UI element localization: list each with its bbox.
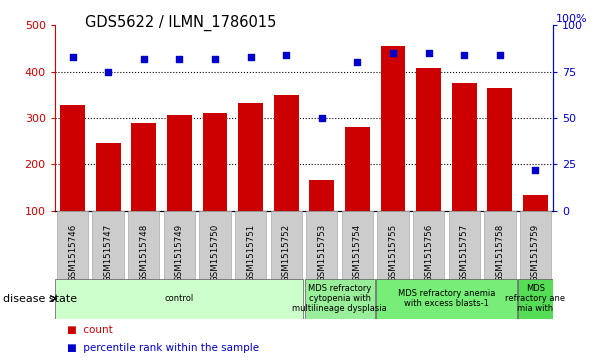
Point xyxy=(103,69,113,75)
FancyBboxPatch shape xyxy=(378,211,409,296)
FancyBboxPatch shape xyxy=(235,211,266,296)
Text: GSM1515746: GSM1515746 xyxy=(68,224,77,282)
Point xyxy=(317,115,326,121)
Bar xyxy=(202,113,227,211)
Point xyxy=(388,50,398,56)
Text: GSM1515755: GSM1515755 xyxy=(389,224,398,282)
Bar xyxy=(523,195,548,211)
Bar xyxy=(274,95,299,211)
Bar xyxy=(309,180,334,211)
Text: 100%: 100% xyxy=(556,13,588,24)
FancyBboxPatch shape xyxy=(449,211,480,296)
FancyBboxPatch shape xyxy=(306,211,337,296)
Bar xyxy=(345,127,370,211)
Bar xyxy=(167,115,192,211)
Text: GSM1515752: GSM1515752 xyxy=(282,224,291,282)
Bar xyxy=(238,103,263,211)
FancyBboxPatch shape xyxy=(413,211,444,296)
FancyBboxPatch shape xyxy=(57,211,88,296)
Text: MDS
refractory ane
mia with: MDS refractory ane mia with xyxy=(505,284,565,314)
Text: GSM1515750: GSM1515750 xyxy=(210,224,219,282)
Text: GSM1515758: GSM1515758 xyxy=(496,224,505,282)
Text: MDS refractory
cytopenia with
multilineage dysplasia: MDS refractory cytopenia with multilinea… xyxy=(292,284,387,314)
Text: GSM1515759: GSM1515759 xyxy=(531,224,540,282)
Point xyxy=(210,56,220,62)
FancyBboxPatch shape xyxy=(484,211,516,296)
Point xyxy=(460,52,469,58)
Text: GSM1515751: GSM1515751 xyxy=(246,224,255,282)
FancyBboxPatch shape xyxy=(55,278,303,319)
FancyBboxPatch shape xyxy=(271,211,302,296)
Point xyxy=(531,167,541,173)
Text: control: control xyxy=(165,294,194,303)
Point xyxy=(67,54,77,60)
FancyBboxPatch shape xyxy=(199,211,230,296)
Point xyxy=(353,60,362,65)
FancyBboxPatch shape xyxy=(164,211,195,296)
Text: GSM1515756: GSM1515756 xyxy=(424,224,433,282)
Point xyxy=(424,50,434,56)
FancyBboxPatch shape xyxy=(519,278,553,319)
Text: MDS refractory anemia
with excess blasts-1: MDS refractory anemia with excess blasts… xyxy=(398,289,495,308)
Text: ■  count: ■ count xyxy=(67,325,112,335)
FancyBboxPatch shape xyxy=(342,211,373,296)
Point xyxy=(282,52,291,58)
Text: GSM1515757: GSM1515757 xyxy=(460,224,469,282)
Text: GSM1515749: GSM1515749 xyxy=(175,224,184,282)
Text: disease state: disease state xyxy=(3,294,77,303)
Text: GSM1515747: GSM1515747 xyxy=(103,224,112,282)
Text: ■  percentile rank within the sample: ■ percentile rank within the sample xyxy=(67,343,259,354)
Text: GSM1515748: GSM1515748 xyxy=(139,224,148,282)
Bar xyxy=(381,46,406,211)
FancyBboxPatch shape xyxy=(305,278,375,319)
Text: GSM1515754: GSM1515754 xyxy=(353,224,362,282)
FancyBboxPatch shape xyxy=(92,211,124,296)
Bar xyxy=(60,105,85,211)
Bar xyxy=(416,68,441,211)
Point xyxy=(139,56,148,62)
FancyBboxPatch shape xyxy=(520,211,551,296)
Point xyxy=(495,52,505,58)
Bar xyxy=(95,143,120,211)
Bar xyxy=(452,83,477,211)
Point xyxy=(246,54,255,60)
Text: GDS5622 / ILMN_1786015: GDS5622 / ILMN_1786015 xyxy=(85,15,277,31)
Bar xyxy=(131,123,156,211)
FancyBboxPatch shape xyxy=(128,211,159,296)
Bar xyxy=(488,88,513,211)
Text: GSM1515753: GSM1515753 xyxy=(317,224,326,282)
FancyBboxPatch shape xyxy=(376,278,517,319)
Point xyxy=(174,56,184,62)
